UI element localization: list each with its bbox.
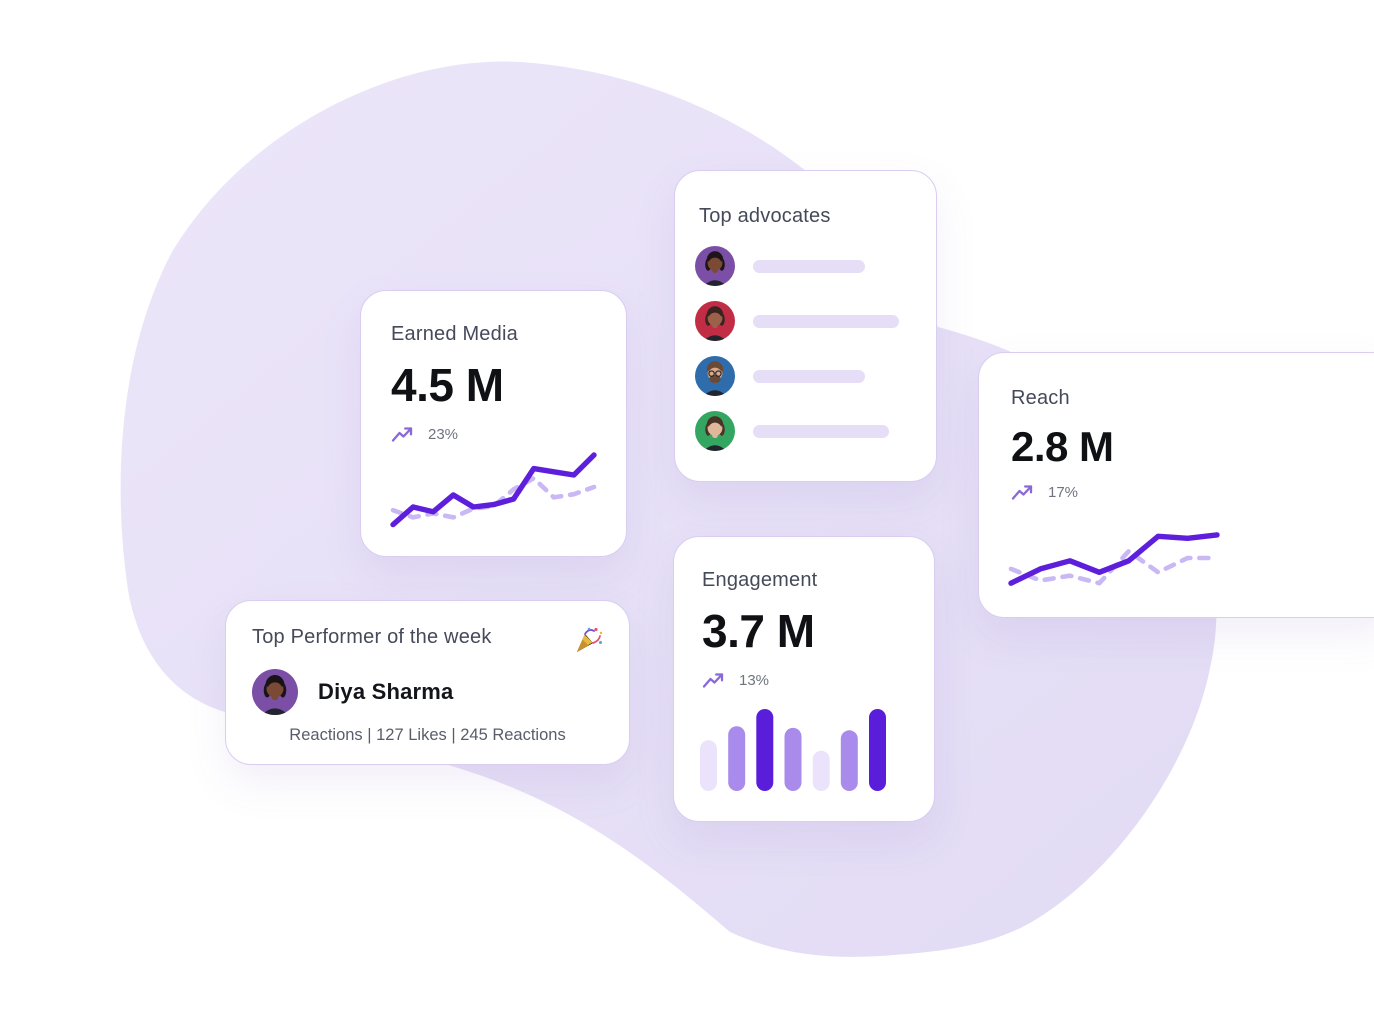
advocate-avatar-woman-curly-hair-red-bg: [695, 301, 735, 341]
earned-media-change: 23%: [428, 426, 459, 443]
trend-up-icon: [391, 427, 413, 442]
engagement-bar-chart: [700, 707, 886, 791]
top-advocates-title: Top advocates: [699, 205, 831, 227]
reach-change: 17%: [1048, 484, 1079, 501]
advocate-name-placeholder: [753, 314, 899, 328]
reach-card: Reach 2.8 M 17%: [978, 352, 1374, 618]
engagement-card: Engagement 3.7 M 13%: [673, 536, 935, 822]
top-advocates-card: Top advocates: [674, 170, 937, 482]
reach-value: 2.8 M: [1011, 423, 1114, 470]
top-performer-card: Top Performer of the week Diya Sharma R: [225, 600, 630, 765]
advocate-avatar-person-short-hair-green-bg: [695, 411, 735, 451]
party-popper-icon: [577, 627, 603, 652]
earned-media-sparkline: [389, 448, 600, 536]
advocate-name-placeholder: [753, 424, 889, 438]
advocate-row: [695, 356, 916, 396]
engagement-title: Engagement: [702, 569, 818, 591]
advocate-name-placeholder: [753, 259, 865, 273]
top-performer-title: Top Performer of the week: [252, 626, 492, 648]
advocates-list: [695, 246, 916, 451]
engagement-change: 13%: [739, 672, 770, 689]
advocate-avatar-man-glasses-beard-blue-bg: [695, 356, 735, 396]
advocate-name-placeholder: [753, 369, 865, 383]
reach-title: Reach: [1011, 387, 1070, 409]
advocate-row: [695, 246, 916, 286]
earned-media-title: Earned Media: [391, 323, 518, 345]
advocate-avatar-woman-dark-skin-purple-bg: [695, 246, 735, 286]
top-performer-avatar: [252, 669, 298, 715]
top-performer-stats: Reactions | 127 Likes | 245 Reactions: [289, 726, 566, 744]
earned-media-value: 4.5 M: [391, 359, 504, 411]
top-performer-name: Diya Sharma: [318, 679, 454, 704]
engagement-value: 3.7 M: [702, 605, 815, 657]
reach-sparkline: [1007, 519, 1223, 595]
advocate-row: [695, 301, 916, 341]
earned-media-card: Earned Media 4.5 M 23%: [360, 290, 627, 557]
trend-up-icon: [702, 673, 724, 688]
advocate-row: [695, 411, 916, 451]
trend-up-icon: [1011, 485, 1033, 500]
